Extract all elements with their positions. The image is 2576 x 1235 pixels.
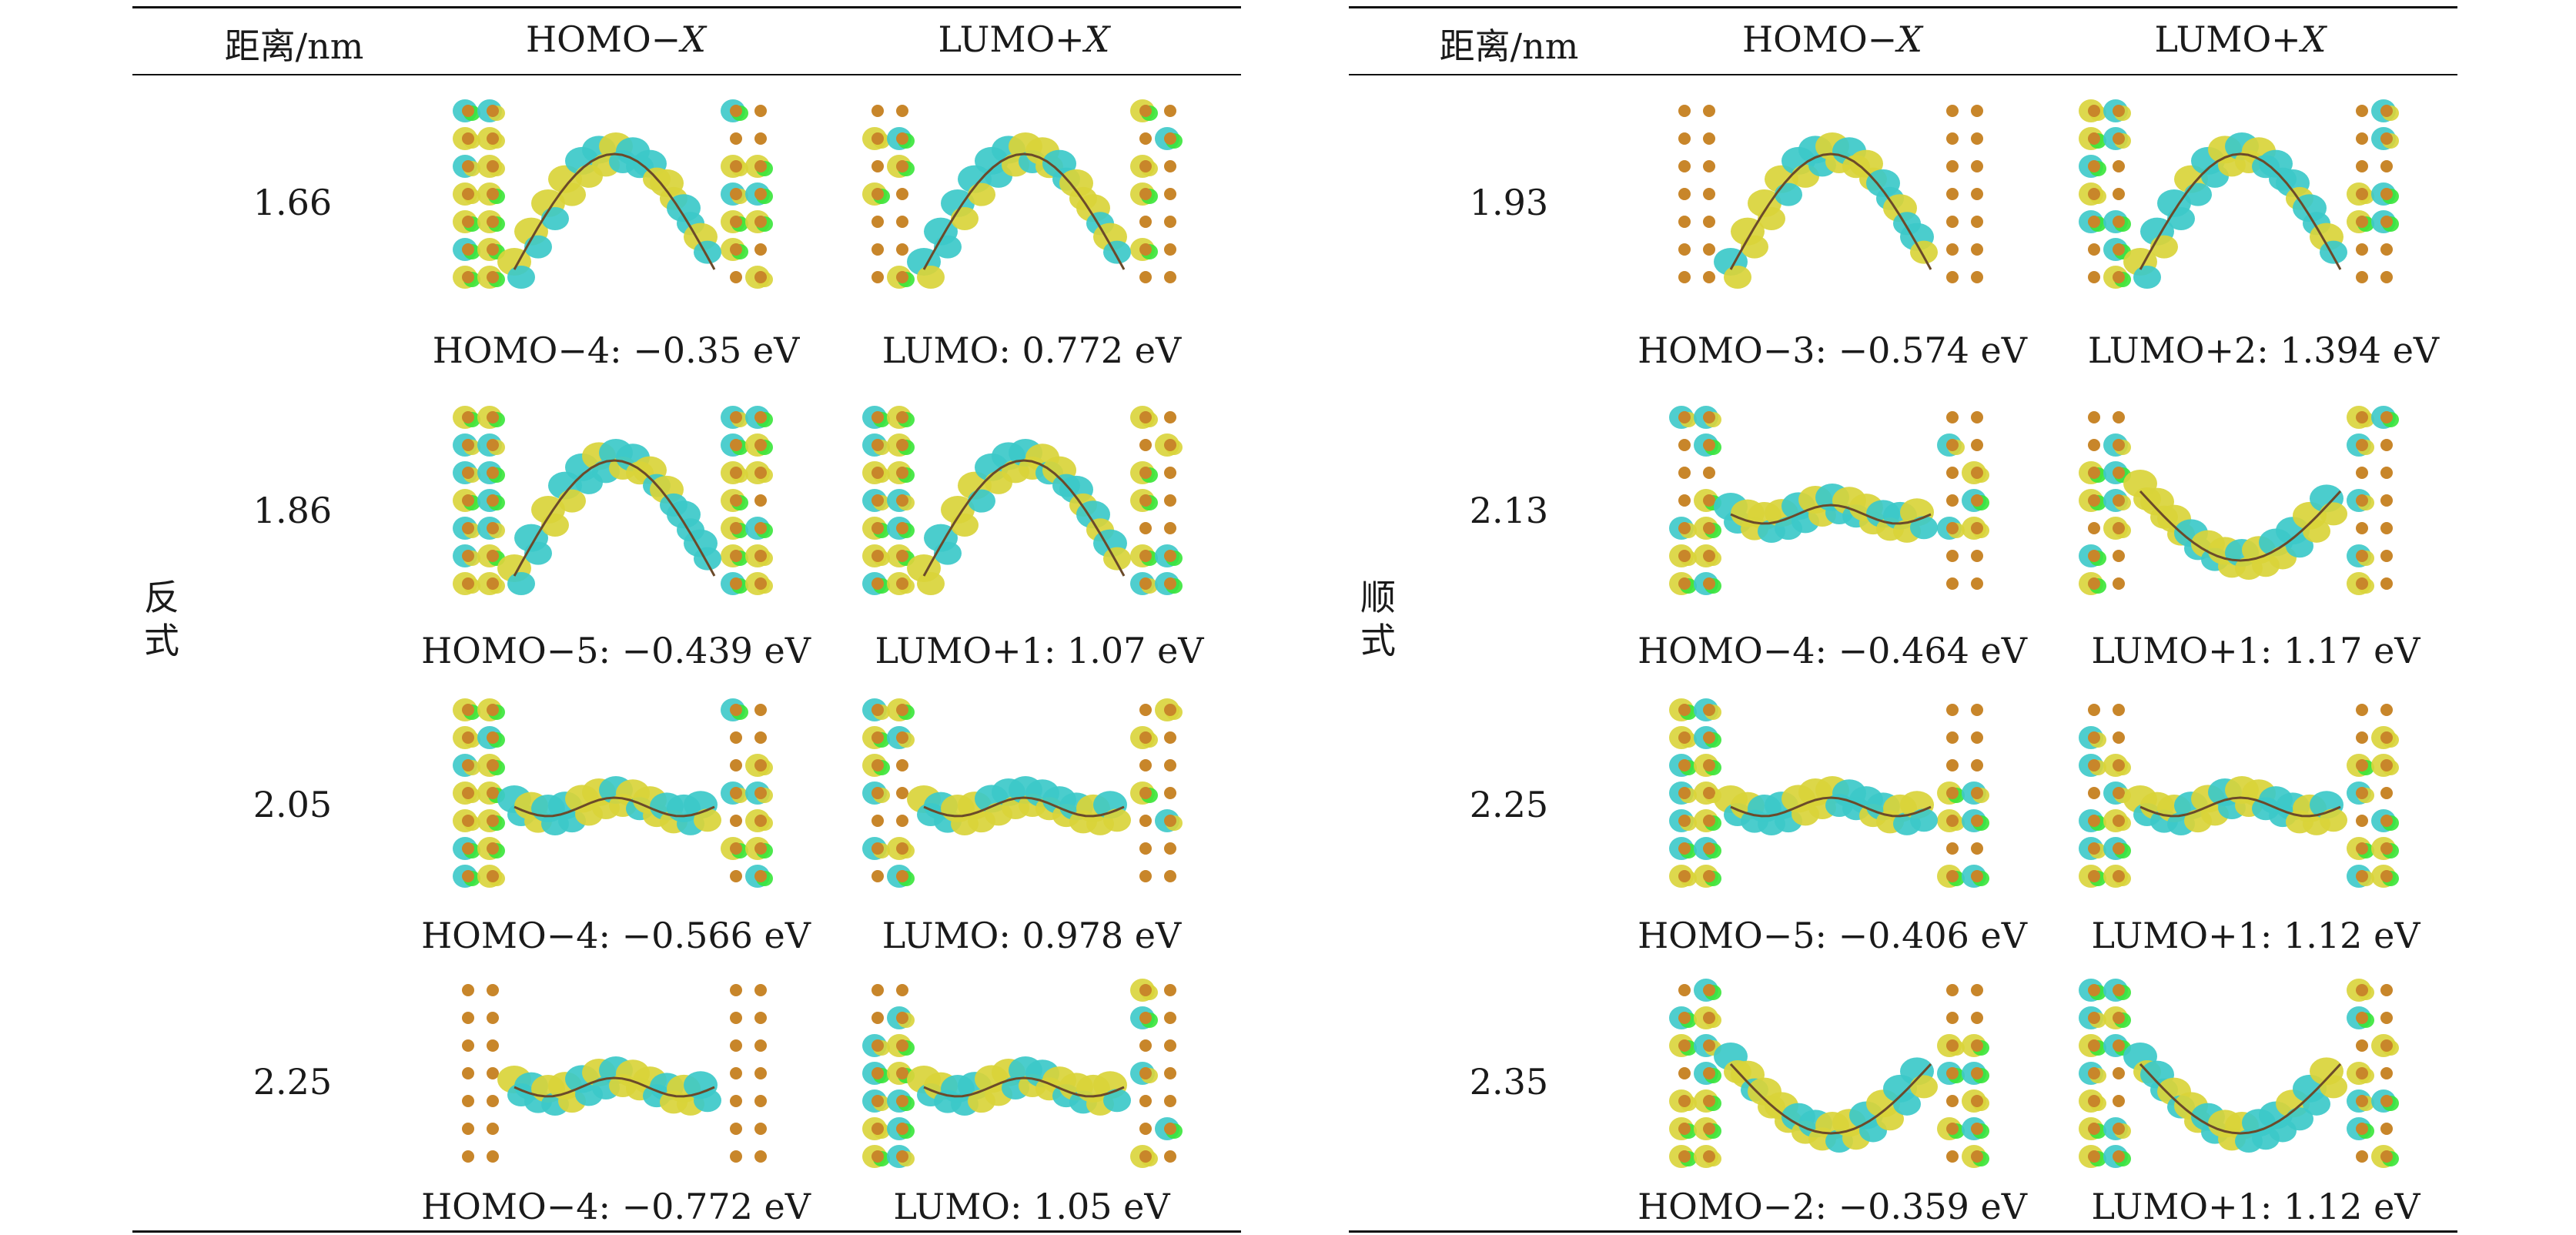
distance-value: 2.05 — [253, 784, 333, 825]
header-rule — [132, 74, 1241, 75]
distance-header: 距离/nm — [1439, 25, 1579, 67]
homo-orbital-image — [445, 691, 784, 907]
homo-caption: HOMO−5: −0.406 eV — [1638, 915, 2027, 956]
lumo-caption: LUMO+1: 1.17 eV — [2091, 630, 2420, 671]
group-label-cis: 顺式 — [1360, 577, 1396, 661]
homo-caption: HOMO−4: −0.772 eV — [421, 1186, 811, 1227]
bottom-rule — [132, 1230, 1241, 1233]
homo-caption: HOMO−2: −0.359 eV — [1638, 1186, 2027, 1227]
lumo-caption: LUMO+1: 1.12 eV — [2091, 1186, 2420, 1227]
lumo-orbital-image — [2071, 92, 2410, 308]
lumo-orbital-image — [2071, 972, 2410, 1187]
lumo-orbital-image — [2071, 691, 2410, 907]
distance-value: 1.93 — [1469, 182, 1549, 223]
lumo-orbital-image — [855, 972, 1193, 1187]
distance-value: 2.13 — [1469, 490, 1549, 531]
lumo-orbital-image — [855, 92, 1193, 308]
homo-caption: HOMO−5: −0.439 eV — [421, 630, 811, 671]
lumo-caption: LUMO+1: 1.07 eV — [875, 630, 1204, 671]
lumo-orbital-image — [855, 399, 1193, 614]
lumo-orbital-image — [2071, 399, 2410, 614]
header-rule — [1349, 74, 2457, 75]
distance-value: 1.86 — [253, 490, 333, 531]
distance-value: 2.25 — [1469, 784, 1549, 825]
homo-orbital-image — [1661, 972, 2000, 1187]
homo-orbital-image — [445, 399, 784, 614]
homo-caption: HOMO−4: −0.566 eV — [421, 915, 811, 956]
homo-orbital-image — [445, 972, 784, 1187]
lumo-caption: LUMO: 1.05 eV — [893, 1186, 1170, 1227]
group-label-trans: 反式 — [144, 577, 179, 661]
homo-orbital-image — [1661, 691, 2000, 907]
homo-caption: HOMO−3: −0.574 eV — [1638, 330, 2027, 371]
distance-value: 1.66 — [253, 182, 333, 223]
lumo-header: LUMO+X — [938, 18, 1110, 60]
homo-caption: HOMO−4: −0.35 eV — [432, 330, 800, 371]
lumo-caption: LUMO+1: 1.12 eV — [2091, 915, 2420, 956]
lumo-caption: LUMO: 0.978 eV — [882, 915, 1182, 956]
lumo-caption: LUMO+2: 1.394 eV — [2087, 330, 2440, 371]
homo-header: HOMO−X — [526, 18, 706, 60]
homo-header: HOMO−X — [1742, 18, 1922, 60]
top-rule — [132, 6, 1241, 8]
lumo-header: LUMO+X — [2154, 18, 2327, 60]
homo-caption: HOMO−4: −0.464 eV — [1638, 630, 2027, 671]
homo-orbital-image — [445, 92, 784, 308]
lumo-orbital-image — [855, 691, 1193, 907]
distance-value: 2.35 — [1469, 1061, 1549, 1103]
distance-value: 2.25 — [253, 1061, 333, 1103]
bottom-rule — [1349, 1230, 2457, 1233]
lumo-caption: LUMO: 0.772 eV — [882, 330, 1182, 371]
top-rule — [1349, 6, 2457, 8]
homo-orbital-image — [1661, 92, 2000, 308]
homo-orbital-image — [1661, 399, 2000, 614]
distance-header: 距离/nm — [224, 25, 364, 67]
